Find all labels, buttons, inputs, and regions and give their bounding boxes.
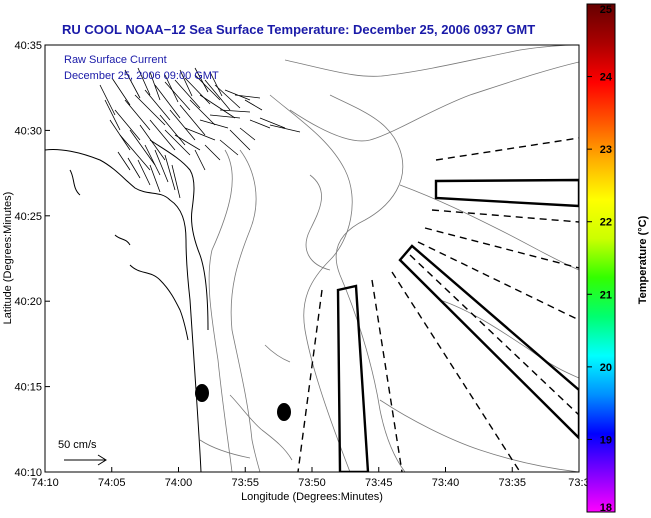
y-tick-label: 40:15 [14,382,42,394]
station-marker-2 [277,403,291,421]
map-title: RU COOL NOAA−12 Sea Surface Temperature:… [62,22,535,37]
y-tick-label: 40:25 [14,211,42,223]
colorbar [586,3,616,513]
colorbar-tick-label: 20 [600,362,612,374]
map-content [45,45,579,472]
radial-transect-lines [297,137,579,472]
colorbar-tick-label: 22 [600,217,612,229]
colorbar-tick-label: 23 [600,144,612,156]
y-tick-label: 40:30 [14,125,42,137]
x-tick-label: 74:05 [98,477,126,489]
x-axis: 74:10 74:05 74:00 73:55 73:50 73:45 73:40 73:35… [31,467,590,489]
colorbar-tick-label: 18 [600,502,612,514]
x-tick-label: 74:10 [31,477,59,489]
y-tick-label: 40:20 [14,296,42,308]
legend-line-1: Raw Surface Current [64,54,167,66]
bathymetry-contours [199,45,579,472]
x-tick-label: 74:00 [165,477,193,489]
y-tick-label: 40:10 [14,467,42,479]
x-tick-label: 73:35 [498,477,526,489]
colorbar-tick-label: 25 [600,4,612,16]
station-marker-1 [195,384,209,402]
survey-corridors [336,178,579,472]
surface-current-vectors [99,67,301,199]
x-axis-label: Longitude (Degrees:Minutes) [241,491,383,503]
colorbar-tick-label: 24 [600,72,613,84]
y-axis-label: Latitude (Degrees:Minutes) [2,192,14,325]
y-axis: 40:35 40:30 40:25 40:20 40:15 40:10 [14,40,50,479]
colorbar-ticks: 25 24 23 22 21 20 19 18 [587,3,613,514]
colorbar-label: Temperature (°C) [637,215,649,304]
scale-label: 50 cm/s [58,439,97,451]
x-tick-label: 73:55 [231,477,259,489]
legend-line-2: December 25, 2006 09:00 GMT [64,70,219,82]
colorbar-tick-label: 19 [600,434,612,446]
x-tick-label: 73:40 [432,477,460,489]
colorbar-tick-label: 21 [600,289,612,301]
plot-area [45,45,579,472]
scale-arrow [64,454,107,466]
x-tick-label: 73:3 [568,477,589,489]
y-tick-label: 40:35 [14,40,42,52]
x-tick-label: 73:50 [298,477,326,489]
x-tick-label: 73:45 [365,477,393,489]
